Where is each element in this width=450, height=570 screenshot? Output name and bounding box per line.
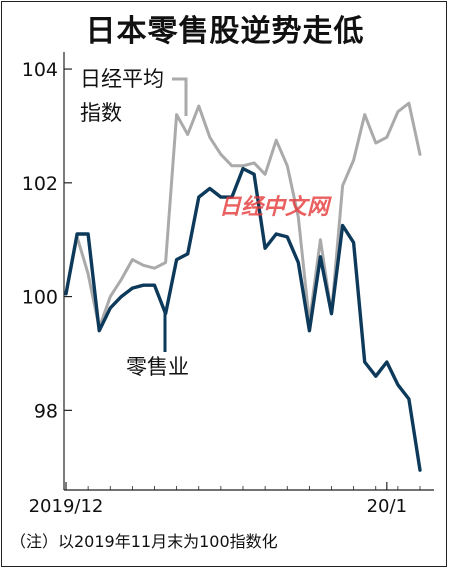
y-tick-label: 98: [34, 400, 58, 422]
y-axis-ticks: 104 102 100 98: [22, 59, 72, 422]
x-tick-label: 2019/12: [29, 496, 104, 517]
y-tick-label: 100: [22, 287, 58, 309]
nikkei-leader-line: [172, 77, 188, 116]
retail-legend-label: 零售业: [126, 355, 189, 379]
y-tick-label: 102: [22, 173, 58, 195]
footnote: （注）以2019年11月末为100指数化: [10, 532, 278, 551]
x-tick-label: 20/1: [367, 496, 407, 517]
series-lines: [64, 101, 422, 472]
y-tick-label: 104: [22, 59, 58, 81]
watermark: 日经中文网: [219, 194, 332, 220]
nikkei-legend-line1: 日经平均: [80, 67, 164, 91]
x-axis-ticks: 2019/12 20/1: [29, 482, 421, 517]
nikkei-legend-line2: 指数: [80, 101, 122, 125]
chart-title: 日本零售股逆势走低: [85, 14, 365, 49]
